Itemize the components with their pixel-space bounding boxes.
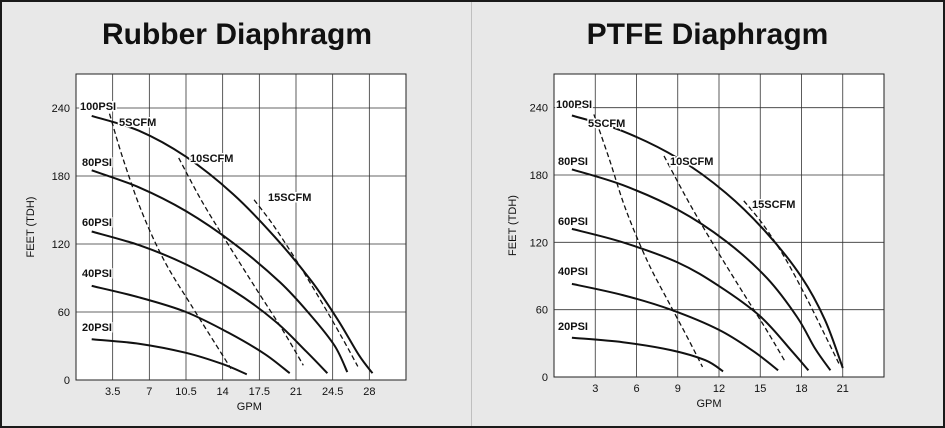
- series-label-10scfm: 10SCFM: [190, 153, 233, 165]
- series-line-5scfm: [593, 114, 704, 368]
- y-tick-label: 180: [530, 170, 548, 182]
- x-tick-label: 21: [290, 386, 302, 398]
- series-label-15scfm: 15SCFM: [752, 199, 795, 211]
- x-tick-label: 17.5: [249, 386, 270, 398]
- series-label-100psi: 100PSI: [80, 101, 116, 113]
- series-label-10scfm: 10SCFM: [670, 156, 713, 168]
- chart-title: Rubber Diaphragm: [101, 18, 373, 51]
- y-tick-label: 60: [536, 305, 548, 317]
- x-tick-label: 6: [633, 383, 639, 395]
- series-label-60psi: 60PSI: [558, 216, 588, 228]
- x-tick-label: 3.5: [105, 386, 120, 398]
- series-line-100psi: [571, 114, 844, 369]
- series-label-5scfm: 5SCFM: [588, 118, 625, 130]
- x-tick-label: 28: [363, 386, 375, 398]
- y-tick-label: 240: [530, 103, 548, 115]
- ptfe-diaphragm-panel: PTFE Diaphragm 3 6 9 12 15 18 21 0 60 120 180 240 GP…: [472, 2, 943, 426]
- y-tick-label: 120: [530, 237, 548, 249]
- x-tick-label: 14: [217, 386, 229, 398]
- x-axis-label: GPM: [696, 398, 721, 410]
- y-tick-label: 0: [542, 372, 548, 384]
- ptfe-diaphragm-chart: 3 6 9 12 15 18 21 0 60 120 180 240 GPM FEET (TDH) 100P…: [507, 73, 885, 410]
- series-label-20psi: 20PSI: [82, 322, 112, 334]
- series-label-40psi: 40PSI: [558, 266, 588, 278]
- series-line-60psi: [571, 227, 810, 371]
- rubber-diaphragm-panel: Rubber Diaphragm 3.5 7 10.5 14 17.5 21 24.5 28 0…: [2, 2, 472, 426]
- series-label-80psi: 80PSI: [82, 157, 112, 169]
- series-line-20psi: [91, 338, 248, 376]
- x-tick-label: 15: [754, 383, 766, 395]
- series-line-20psi: [571, 336, 724, 373]
- y-tick-label: 120: [52, 239, 70, 251]
- y-tick-label: 60: [58, 307, 70, 319]
- series-label-100psi: 100PSI: [556, 99, 592, 111]
- y-tick-label: 0: [64, 375, 70, 387]
- series-label-60psi: 60PSI: [82, 217, 112, 229]
- x-tick-label: 9: [675, 383, 681, 395]
- x-tick-label: 12: [713, 383, 725, 395]
- series-label-40psi: 40PSI: [82, 268, 112, 280]
- y-axis-label: FEET (TDH): [507, 195, 519, 256]
- series-line-10scfm: [663, 155, 786, 362]
- series-label-15scfm: 15SCFM: [268, 192, 311, 204]
- x-tick-label: 18: [795, 383, 807, 395]
- series-line-80psi: [571, 168, 832, 371]
- y-tick-label: 240: [52, 103, 70, 115]
- x-tick-label: 7: [146, 386, 152, 398]
- x-tick-label: 24.5: [322, 386, 343, 398]
- y-tick-label: 180: [52, 171, 70, 183]
- x-tick-label: 21: [837, 383, 849, 395]
- plot-area: [75, 73, 407, 381]
- series-label-20psi: 20PSI: [558, 321, 588, 333]
- series-line-15scfm: [253, 199, 359, 367]
- chart-title: PTFE Diaphragm: [586, 18, 829, 51]
- series-label-5scfm: 5SCFM: [119, 117, 156, 129]
- series-line-15scfm: [743, 200, 841, 367]
- x-axis-label: GPM: [237, 401, 262, 413]
- x-tick-label: 3: [592, 383, 598, 395]
- series-line-80psi: [91, 169, 349, 373]
- series-line-10scfm: [178, 157, 304, 366]
- series-line-40psi: [571, 282, 779, 372]
- series-label-80psi: 80PSI: [558, 156, 588, 168]
- rubber-diaphragm-chart: 3.5 7 10.5 14 17.5 21 24.5 28 0 60 120 180 240 GPM FEE…: [25, 73, 407, 413]
- y-axis-label: FEET (TDH): [25, 197, 37, 258]
- series-line-100psi: [91, 114, 374, 374]
- series-line-40psi: [91, 284, 291, 374]
- series-line-60psi: [91, 230, 329, 374]
- x-tick-label: 10.5: [175, 386, 196, 398]
